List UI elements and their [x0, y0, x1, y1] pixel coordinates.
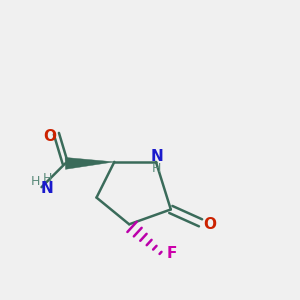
- Text: H: H: [31, 175, 40, 188]
- Text: H: H: [43, 172, 52, 185]
- Text: O: O: [43, 128, 56, 143]
- Text: O: O: [203, 217, 216, 232]
- Text: H: H: [152, 162, 161, 175]
- Text: N: N: [150, 149, 163, 164]
- Polygon shape: [65, 158, 114, 169]
- Text: N: N: [40, 181, 53, 196]
- Text: F: F: [167, 246, 178, 261]
